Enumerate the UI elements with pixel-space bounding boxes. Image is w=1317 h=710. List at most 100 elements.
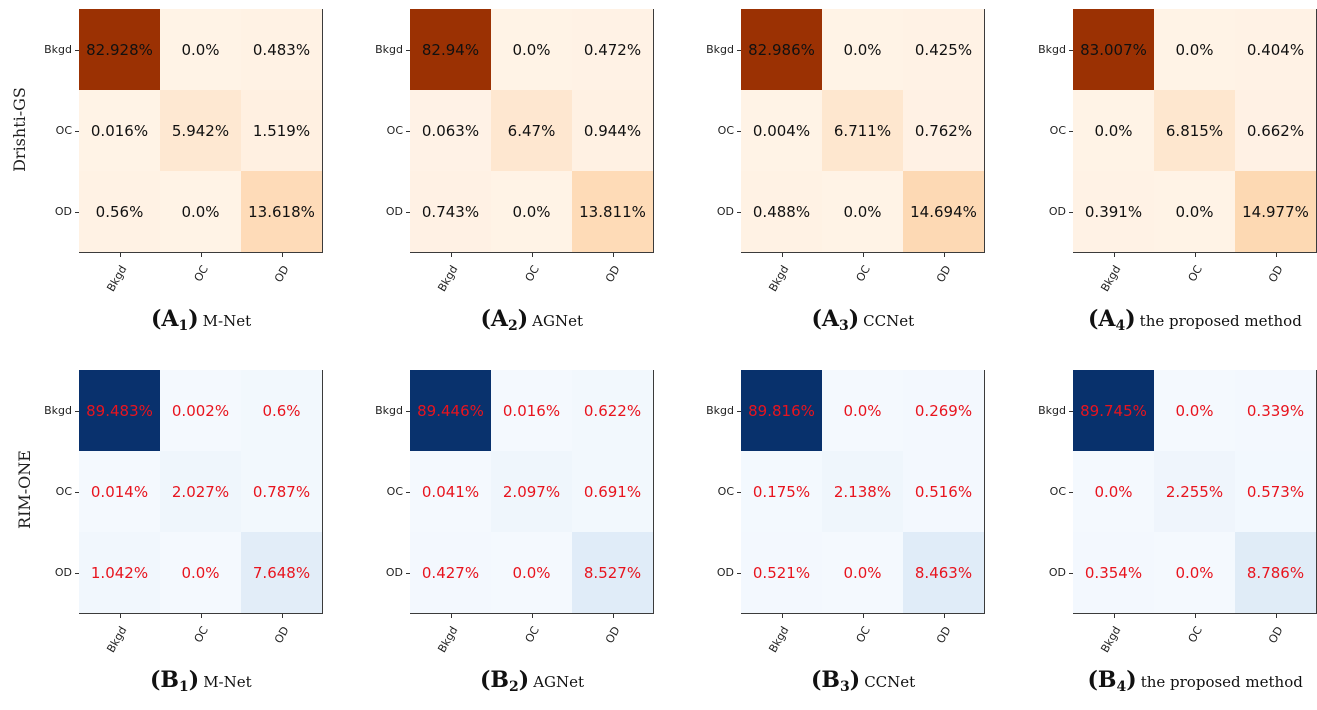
y-tick-label-od: OD bbox=[1048, 204, 1066, 218]
caption-letter: B bbox=[490, 667, 510, 693]
y-tick-label-od: OD bbox=[54, 204, 72, 218]
cell-od-od: 13.811% bbox=[572, 171, 653, 252]
cell-bkgd-od: 0.6% bbox=[241, 370, 322, 451]
x-tick-label-bkgd: Bkgd bbox=[765, 263, 792, 294]
x-tick bbox=[781, 614, 783, 618]
y-tick-label-bkgd: Bkgd bbox=[1038, 42, 1066, 56]
confusion-matrix-B1: 89.483% 0.002% 0.6% 0.014% 2.027% 0.787% 1.042… bbox=[0, 370, 331, 710]
cell-oc-bkgd: 0.0% bbox=[1073, 451, 1154, 532]
matrix-grid: 82.928% 0.0% 0.483% 0.016% 5.942% 1.519% 0.56%… bbox=[79, 9, 323, 253]
caption-subscript: 1 bbox=[179, 679, 189, 695]
subfigure-caption: (B3) CCNet bbox=[811, 667, 916, 695]
x-tick bbox=[1275, 253, 1277, 257]
x-tick bbox=[450, 614, 452, 618]
caption-method-name: M-Net bbox=[202, 312, 252, 330]
cell-od-od: 14.694% bbox=[903, 171, 984, 252]
caption-subscript: 4 bbox=[1115, 318, 1126, 334]
cell-od-bkgd: 0.427% bbox=[410, 532, 491, 613]
caption-letter: B bbox=[821, 667, 841, 693]
caption-method-name: CCNet bbox=[863, 312, 915, 330]
x-tick bbox=[281, 614, 283, 618]
y-tick-label-bkgd: Bkgd bbox=[44, 42, 72, 56]
caption-letter: A bbox=[490, 306, 508, 332]
y-tick bbox=[1069, 572, 1073, 574]
y-tick-label-od: OD bbox=[716, 565, 734, 579]
x-tick-label-oc: OC bbox=[191, 263, 211, 284]
cell-od-bkgd: 0.354% bbox=[1073, 532, 1154, 613]
caption-method-name: AGNet bbox=[533, 673, 585, 691]
caption-subscript: 4 bbox=[1116, 679, 1127, 695]
cell-oc-oc: 6.711% bbox=[822, 90, 903, 171]
cell-od-oc: 0.0% bbox=[491, 171, 572, 252]
y-tick bbox=[406, 572, 410, 574]
x-tick-label-od: OD bbox=[602, 624, 623, 646]
dataset-label-rimone: RIM-ONE bbox=[14, 450, 34, 529]
cell-bkgd-od: 0.269% bbox=[903, 370, 984, 451]
x-tick-label-od: OD bbox=[602, 263, 623, 285]
cell-bkgd-bkgd: 82.928% bbox=[79, 9, 160, 90]
confusion-matrix-B4: 89.745% 0.0% 0.339% 0.0% 2.255% 0.573% 0.354% 0… bbox=[994, 370, 1317, 710]
cell-bkgd-bkgd: 89.816% bbox=[741, 370, 822, 451]
x-tick bbox=[119, 614, 121, 618]
cell-od-od: 14.977% bbox=[1235, 171, 1316, 252]
cell-od-oc: 0.0% bbox=[822, 171, 903, 252]
x-tick-label-oc: OC bbox=[1185, 263, 1205, 284]
cell-od-oc: 0.0% bbox=[160, 532, 241, 613]
y-tick bbox=[1069, 410, 1073, 412]
cell-oc-od: 0.944% bbox=[572, 90, 653, 171]
x-tick bbox=[612, 614, 614, 618]
x-tick-label-bkgd: Bkgd bbox=[434, 263, 461, 294]
x-tick bbox=[450, 253, 452, 257]
caption-subscript: 2 bbox=[508, 318, 518, 334]
confusion-matrix-B3: 89.816% 0.0% 0.269% 0.175% 2.138% 0.516% 0.521… bbox=[662, 370, 993, 710]
y-tick bbox=[406, 211, 410, 213]
cell-bkgd-od: 0.404% bbox=[1235, 9, 1316, 90]
cell-od-od: 8.463% bbox=[903, 532, 984, 613]
cell-oc-od: 0.662% bbox=[1235, 90, 1316, 171]
subfigure-caption: (A4) the proposed method bbox=[1088, 306, 1302, 334]
y-tick bbox=[737, 410, 741, 412]
cell-oc-bkgd: 0.0% bbox=[1073, 90, 1154, 171]
x-tick bbox=[781, 253, 783, 257]
caption-method-name: the proposed method bbox=[1140, 673, 1303, 691]
cell-bkgd-od: 0.425% bbox=[903, 9, 984, 90]
cell-od-bkgd: 0.488% bbox=[741, 171, 822, 252]
y-tick bbox=[737, 49, 741, 51]
cell-oc-oc: 2.027% bbox=[160, 451, 241, 532]
y-tick bbox=[1069, 130, 1073, 132]
matrix-grid: 89.483% 0.002% 0.6% 0.014% 2.027% 0.787% 1.042… bbox=[79, 370, 323, 614]
y-tick-label-bkgd: Bkgd bbox=[706, 403, 734, 417]
x-tick-label-bkgd: Bkgd bbox=[103, 263, 130, 294]
y-tick bbox=[406, 491, 410, 493]
y-tick bbox=[737, 491, 741, 493]
subfigure-caption: (B2) AGNet bbox=[480, 667, 585, 695]
x-tick bbox=[531, 253, 533, 257]
cell-oc-oc: 2.097% bbox=[491, 451, 572, 532]
y-tick-label-bkgd: Bkgd bbox=[375, 403, 403, 417]
caption-method-name: AGNet bbox=[532, 312, 584, 330]
cell-bkgd-oc: 0.002% bbox=[160, 370, 241, 451]
cell-oc-bkgd: 0.014% bbox=[79, 451, 160, 532]
y-tick bbox=[1069, 211, 1073, 213]
cell-od-oc: 0.0% bbox=[491, 532, 572, 613]
y-tick bbox=[737, 130, 741, 132]
cell-od-oc: 0.0% bbox=[160, 171, 241, 252]
cell-od-bkgd: 0.743% bbox=[410, 171, 491, 252]
x-tick bbox=[862, 614, 864, 618]
cell-od-od: 7.648% bbox=[241, 532, 322, 613]
cell-oc-od: 0.787% bbox=[241, 451, 322, 532]
cell-oc-bkgd: 0.004% bbox=[741, 90, 822, 171]
cell-oc-bkgd: 0.016% bbox=[79, 90, 160, 171]
y-tick-label-bkgd: Bkgd bbox=[1038, 403, 1066, 417]
cell-bkgd-oc: 0.0% bbox=[822, 9, 903, 90]
x-tick-label-bkgd: Bkgd bbox=[103, 624, 130, 655]
x-tick-label-oc: OC bbox=[853, 263, 873, 284]
x-tick-label-oc: OC bbox=[522, 263, 542, 284]
cell-od-bkgd: 0.391% bbox=[1073, 171, 1154, 252]
caption-letter: A bbox=[821, 306, 839, 332]
subfigure-caption: (A1) M-Net bbox=[151, 306, 252, 334]
dataset-label-drishti: Drishti-GS bbox=[9, 87, 29, 172]
cell-oc-od: 1.519% bbox=[241, 90, 322, 171]
x-tick-label-od: OD bbox=[933, 263, 954, 285]
cell-od-oc: 0.0% bbox=[822, 532, 903, 613]
